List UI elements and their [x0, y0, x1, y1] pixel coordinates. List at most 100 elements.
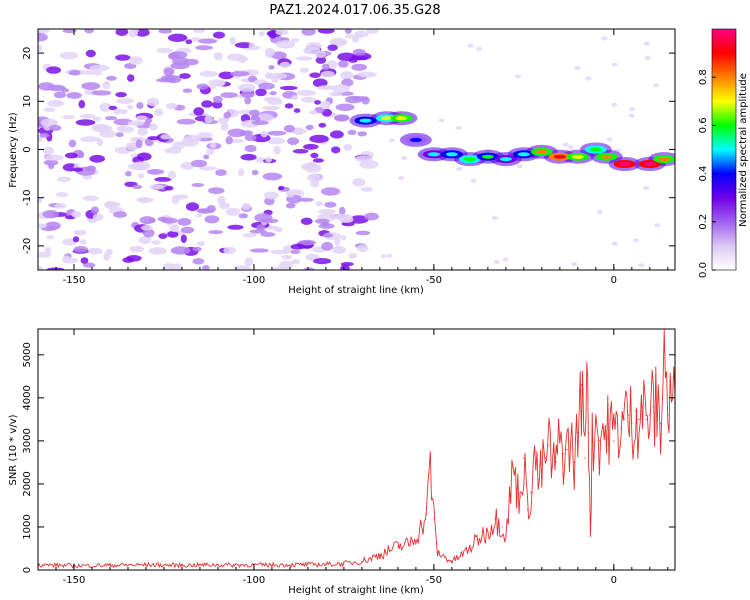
noise-blob: [78, 100, 86, 109]
noise-blob: [192, 246, 202, 252]
noise-blob: [203, 154, 210, 160]
noise-blob: [115, 54, 131, 61]
snr-point: [562, 453, 565, 455]
noise-blob: [296, 89, 316, 96]
noise-blob: [278, 185, 285, 191]
noise-blob: [198, 38, 218, 44]
noise-blob: [87, 247, 103, 255]
noise-blob: [118, 126, 135, 133]
noise-blob: [137, 127, 148, 136]
noise-blob: [303, 143, 319, 150]
snr-point: [645, 418, 647, 420]
noise-blob: [268, 29, 277, 39]
noise-blob: [89, 154, 105, 163]
noise-blob: [279, 61, 291, 68]
snr-point: [289, 564, 291, 566]
noise-blob: [611, 241, 618, 246]
noise-blob: [455, 125, 462, 130]
noise-blob: [229, 37, 236, 45]
noise-blob: [263, 96, 281, 102]
noise-blob: [438, 118, 445, 123]
snr-point: [566, 448, 568, 451]
noise-blob: [335, 103, 355, 112]
noise-blob: [339, 206, 346, 216]
noise-blob: [310, 180, 320, 188]
noise-blob: [290, 249, 301, 254]
snr-point: [589, 530, 592, 532]
tick-label: -50: [426, 275, 442, 286]
tick-label: 0: [611, 575, 617, 586]
tick-label: 2000: [22, 471, 33, 496]
noise-blob: [225, 136, 233, 145]
snr-point: [552, 466, 554, 468]
snr-ticks: -150 -100 -50 0 0 1000 2000 3000 4000 5000: [22, 329, 675, 586]
noise-blob: [128, 29, 138, 38]
signal-core: [571, 154, 584, 159]
noise-blob: [334, 114, 350, 122]
noise-blob: [298, 197, 314, 202]
noise-blob: [312, 158, 324, 163]
noise-blob: [75, 119, 96, 126]
noise-blob: [270, 249, 290, 255]
snr-point: [606, 436, 608, 438]
noise-blob: [196, 83, 209, 90]
noise-blob: [330, 130, 344, 139]
noise-blob: [380, 254, 387, 259]
noise-blob: [156, 47, 173, 54]
noise-blob: [366, 29, 379, 34]
noise-blob: [91, 90, 112, 96]
noise-blob: [79, 113, 96, 119]
noise-blob: [248, 42, 255, 50]
noise-blob: [311, 174, 321, 179]
noise-blob: [44, 246, 52, 254]
noise-blob: [244, 134, 257, 142]
tick-label: -20: [22, 238, 33, 254]
noise-blob: [653, 83, 660, 88]
noise-blob: [514, 74, 521, 79]
noise-blob: [350, 55, 368, 61]
noise-blob: [126, 254, 142, 262]
noise-blob: [53, 91, 66, 99]
snr-point: [660, 423, 662, 425]
noise-blob: [158, 233, 168, 240]
noise-blob: [54, 203, 67, 209]
snr-point: [580, 384, 583, 386]
noise-blob: [388, 138, 395, 143]
noise-blob: [290, 243, 306, 250]
noise-blob: [169, 263, 183, 270]
signal-core: [600, 154, 613, 159]
tick-label: -100: [243, 275, 266, 286]
noise-blob: [113, 211, 127, 218]
noise-blob: [230, 139, 244, 143]
noise-blob: [255, 88, 267, 97]
noise-blob: [136, 197, 154, 203]
noise-blob: [125, 142, 139, 151]
noise-blob: [364, 212, 379, 221]
noise-blob: [260, 232, 276, 237]
noise-blob: [105, 248, 113, 256]
noise-blob: [476, 46, 483, 51]
noise-blob: [255, 157, 266, 163]
noise-blob: [349, 215, 369, 224]
noise-blob: [264, 72, 274, 79]
snr-point: [631, 423, 633, 425]
signal-core: [618, 162, 631, 166]
signal-core: [409, 137, 422, 142]
snr-point: [217, 564, 219, 566]
noise-blob: [220, 92, 238, 98]
noise-blob: [80, 136, 100, 143]
noise-blob: [273, 145, 281, 155]
snr-point: [325, 563, 327, 566]
noise-blob: [628, 113, 635, 118]
noise-blob: [176, 118, 196, 125]
noise-blob: [44, 154, 64, 161]
noise-blob: [154, 108, 164, 117]
snr-point: [512, 466, 514, 468]
noise-blob: [169, 224, 180, 232]
noise-blob: [213, 52, 223, 61]
snr-point: [544, 457, 547, 459]
noise-blob: [193, 107, 205, 116]
noise-blob: [47, 99, 65, 108]
